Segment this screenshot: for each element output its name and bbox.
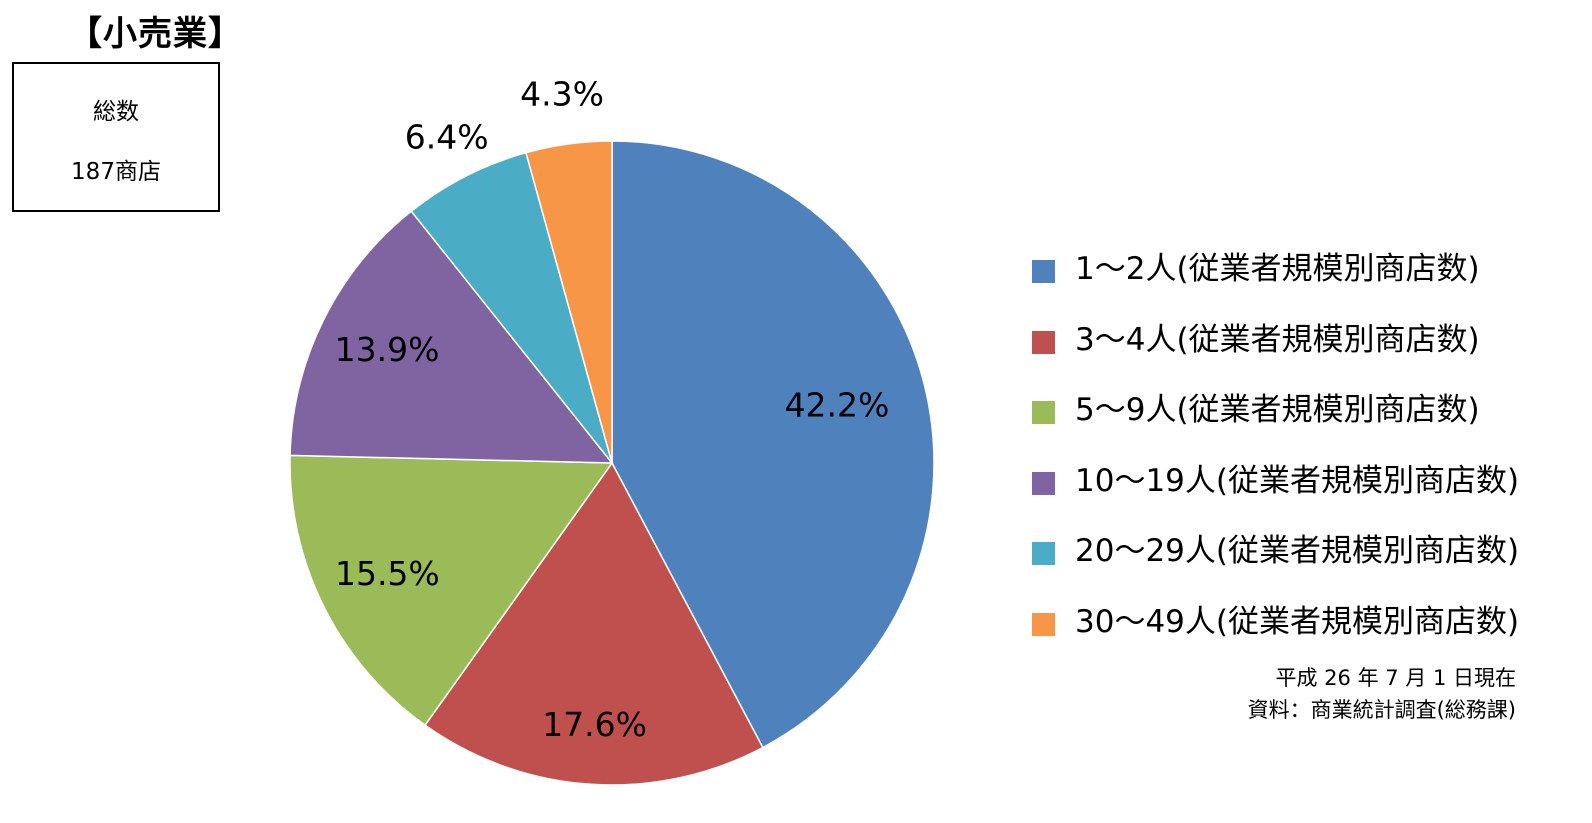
data-source: 資料：商業統計調査(総務課) [1247,698,1516,722]
chart-title: 【小売業】 [68,14,243,54]
slice-data-label: 15.5% [335,554,440,593]
legend-swatch [1032,542,1055,565]
pie-slice [289,454,614,727]
total-label: 総数 [93,99,139,125]
legend-label: 20～29人(従業者規模別商店数) [1075,533,1520,569]
legend-swatch [1032,471,1055,495]
slice-data-label: 42.2% [785,386,890,425]
legend: 1～2人(従業者規模別商店数) 3～4人(従業者規模別商店数) 5～9人(従業者… [1032,246,1519,669]
legend-item: 1～2人(従業者規模別商店数) [1032,246,1519,317]
legend-label: 30～49人(従業者規模別商店数) [1075,603,1520,640]
source-note: 平成 26 年 7 月 1 日現在 資料：商業統計調査(総務課) [1150,662,1516,726]
slice-data-label: 4.3% [520,75,604,114]
pie-slice [410,151,613,464]
total-box: 総数 187商店 [12,62,220,212]
legend-swatch [1032,401,1055,424]
slice-data-label: 17.6% [542,705,647,744]
legend-item: 10～19人(従業者規模別商店数) [1032,458,1519,529]
legend-item: 30～49人(従業者規模別商店数) [1032,599,1519,670]
legend-swatch [1032,330,1055,354]
legend-swatch [1032,260,1055,283]
pie-slice [423,461,764,786]
legend-swatch [1032,612,1055,636]
legend-label: 3～4人(従業者規模別商店数) [1075,321,1480,358]
legend-label: 1～2人(従業者規模別商店数) [1075,251,1480,287]
slice-data-label: 13.9% [335,330,440,369]
legend-label: 10～19人(従業者規模別商店数) [1075,462,1520,499]
legend-item: 20～29人(従業者規模別商店数) [1032,528,1519,599]
legend-item: 5～9人(従業者規模別商店数) [1032,387,1519,458]
legend-item: 3～4人(従業者規模別商店数) [1032,317,1519,388]
pie-slice [525,140,613,464]
pie-slice [611,140,935,749]
pie-slice [289,210,614,464]
slice-data-label: 6.4% [405,117,489,156]
total-value: 187商店 [71,159,161,185]
legend-label: 5～9人(従業者規模別商店数) [1075,392,1480,428]
survey-date: 平成 26 年 7 月 1 日現在 [1275,666,1517,690]
